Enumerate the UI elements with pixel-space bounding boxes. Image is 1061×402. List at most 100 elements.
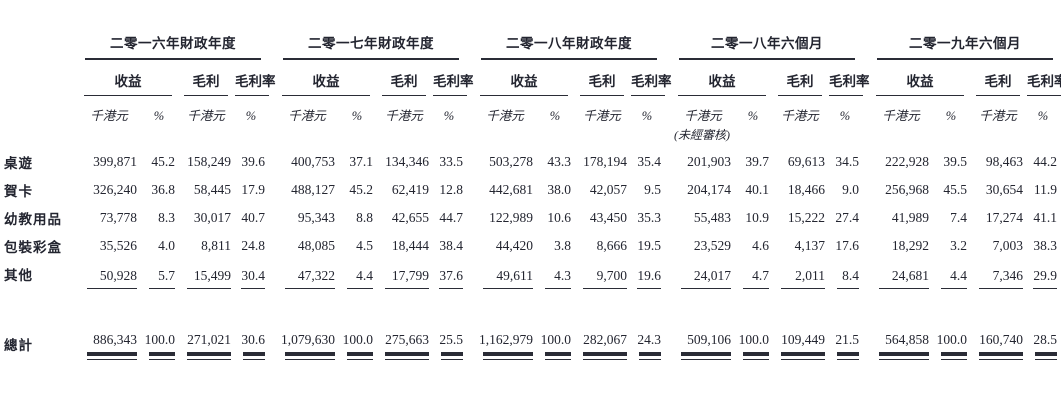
value-cell: 10.9 (734, 204, 772, 232)
total-value-cell: 1,079,630 (276, 328, 338, 372)
value-cell: 3.8 (536, 232, 574, 260)
value-text: 35.4 (637, 154, 661, 169)
value-text: 9,700 (583, 268, 627, 289)
value-text: 204,174 (687, 182, 731, 197)
value-cell: 201,903 (672, 148, 734, 176)
total-value-cell: 271,021 (178, 328, 234, 372)
unit-label-percent: % (443, 109, 455, 123)
value-cell: 326,240 (78, 176, 140, 204)
value-text: 50,928 (87, 268, 137, 289)
col-header-gross-margin-text: 毛利率 (235, 70, 276, 96)
double-rule (837, 348, 859, 360)
unaudited-note: (未經審核) (674, 128, 730, 142)
value-text: 8,666 (596, 238, 627, 253)
total-value-text: 28.5 (1033, 332, 1057, 347)
unit-label-percent: % (747, 109, 759, 123)
value-text: 9.0 (842, 182, 859, 197)
value-text: 73,778 (99, 210, 137, 225)
column-spacer (664, 176, 672, 204)
value-text: 35,526 (99, 238, 137, 253)
value-cell: 27.4 (828, 204, 862, 232)
value-cell: 18,292 (870, 232, 932, 260)
total-value-cell: 109,449 (772, 328, 828, 372)
value-cell: 35.4 (630, 148, 664, 176)
unit-label-percent: % (945, 109, 957, 123)
total-value-cell: 28.5 (1026, 328, 1060, 372)
col-header-revenue: 收益 (276, 60, 376, 96)
value-text: 47,322 (285, 268, 335, 289)
value-text: 49,611 (483, 268, 533, 289)
col-header-gross-profit-text: 毛利 (778, 70, 822, 96)
column-spacer (862, 204, 870, 232)
value-text: 38.4 (439, 238, 463, 253)
column-spacer (664, 96, 672, 126)
empty-cell (78, 126, 268, 148)
value-cell: 17.6 (828, 232, 862, 260)
double-rule (243, 348, 265, 360)
value-cell: 29.9 (1026, 260, 1060, 289)
value-cell: 503,278 (474, 148, 536, 176)
column-spacer (268, 96, 276, 126)
period-title: 二零一七年財政年度 (276, 12, 466, 60)
double-rule (285, 348, 335, 360)
value-text: 8.8 (356, 210, 373, 225)
value-text: 19.6 (637, 268, 661, 289)
value-cell: 38.0 (536, 176, 574, 204)
col-header-gross-margin-text: 毛利率 (433, 70, 474, 96)
value-cell: 4.4 (932, 260, 970, 289)
value-text: 24,017 (681, 268, 731, 289)
column-spacer (466, 148, 474, 176)
value-cell: 4,137 (772, 232, 828, 260)
value-cell: 58,445 (178, 176, 234, 204)
total-value-text: 100.0 (342, 332, 373, 347)
value-text: 15,499 (187, 268, 231, 289)
value-cell: 222,928 (870, 148, 932, 176)
total-value-text: 509,106 (687, 332, 731, 347)
col-header-revenue-text: 收益 (480, 70, 568, 96)
value-text: 9.5 (644, 182, 661, 197)
double-rule (681, 348, 731, 360)
value-text: 442,681 (489, 182, 533, 197)
value-cell: 4.0 (140, 232, 178, 260)
row-label: 幼教用品 (4, 212, 62, 227)
value-text: 44.7 (439, 210, 463, 225)
value-text: 18,292 (891, 238, 929, 253)
column-spacer (268, 260, 276, 288)
value-text: 488,127 (291, 182, 335, 197)
value-text: 29.9 (1033, 268, 1057, 289)
value-text: 4.0 (158, 238, 175, 253)
value-cell: 39.6 (234, 148, 268, 176)
col-header-gross-profit: 毛利 (376, 60, 432, 96)
unit-label-percent: % (549, 109, 561, 123)
column-spacer (268, 176, 276, 204)
value-text: 4,137 (794, 238, 825, 253)
value-cell: 178,194 (574, 148, 630, 176)
value-text: 7,346 (979, 268, 1023, 289)
value-cell: 7.4 (932, 204, 970, 232)
value-cell: 17,274 (970, 204, 1026, 232)
col-header-revenue-text: 收益 (84, 70, 172, 96)
value-cell: 204,174 (672, 176, 734, 204)
value-cell: 134,346 (376, 148, 432, 176)
column-spacer (664, 60, 672, 96)
column-spacer (664, 126, 672, 148)
total-value-cell: 21.5 (828, 328, 862, 372)
value-cell: 7,003 (970, 232, 1026, 260)
value-cell: 8.8 (338, 204, 376, 232)
unit-label-thousand-hkd: 千港元 (486, 109, 524, 123)
total-value-text: 21.5 (835, 332, 859, 347)
unit-label-thousand-hkd: 千港元 (583, 109, 621, 123)
value-text: 45.2 (349, 182, 373, 197)
value-cell: 4.7 (734, 260, 772, 289)
value-text: 7,003 (992, 238, 1023, 253)
value-cell: 19.6 (630, 260, 664, 289)
total-value-text: 282,067 (583, 332, 627, 347)
value-cell: 9.5 (630, 176, 664, 204)
column-spacer (268, 148, 276, 176)
value-cell: 50,928 (78, 260, 140, 289)
value-cell: 35,526 (78, 232, 140, 260)
value-text: 503,278 (489, 154, 533, 169)
double-rule (879, 348, 929, 360)
value-cell: 30,654 (970, 176, 1026, 204)
